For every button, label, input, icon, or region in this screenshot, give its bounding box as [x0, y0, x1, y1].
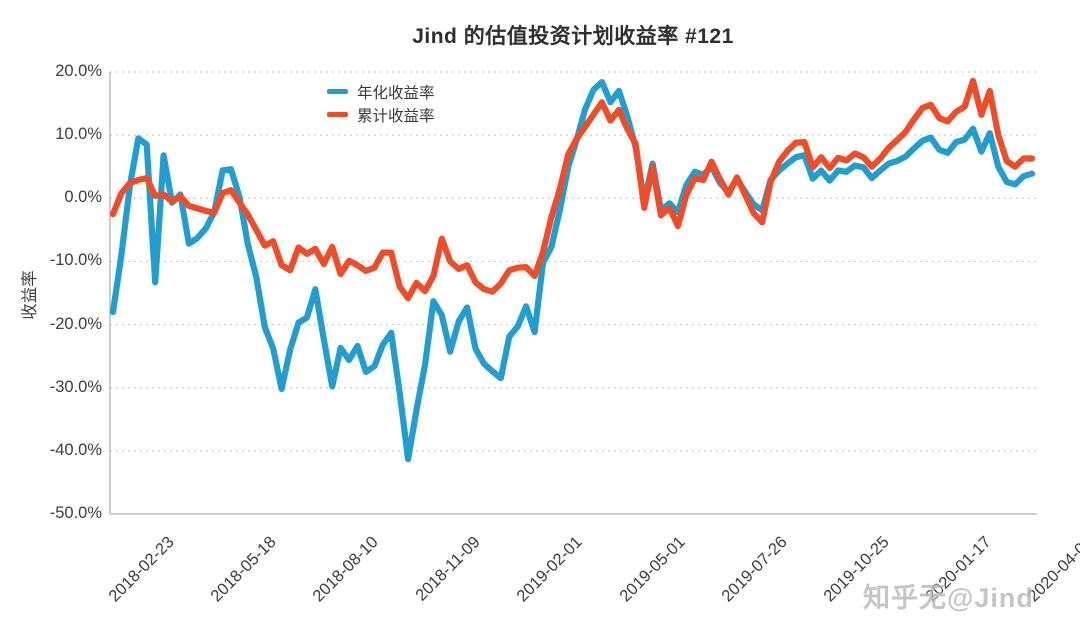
- series-line-annualized: [109, 78, 1036, 463]
- legend-item-cumulative: 累计收益率: [327, 103, 435, 126]
- legend: 年化收益率 累计收益率: [327, 80, 435, 126]
- y-tick-label: -50.0%: [49, 504, 102, 522]
- y-tick-label: -20.0%: [49, 314, 102, 333]
- y-tick-label: -30.0%: [49, 377, 102, 396]
- legend-item-annualized: 年化收益率: [327, 80, 435, 103]
- legend-label-cumulative: 累计收益率: [357, 107, 435, 125]
- y-tick-label: -10.0%: [49, 251, 102, 270]
- legend-swatch-annualized-icon: [327, 89, 348, 94]
- y-tick-label: 20.0%: [55, 62, 102, 80]
- legend-swatch-cumulative-icon: [327, 112, 348, 117]
- y-tick-label: -40.0%: [49, 440, 102, 459]
- series-line-cumulative: [109, 77, 1036, 302]
- y-tick-label: 10.0%: [55, 125, 102, 144]
- legend-label-annualized: 年化收益率: [357, 84, 435, 102]
- chart-title: Jind 的估值投资计划收益率 #121: [412, 25, 734, 48]
- watermark: 知乎无@Jind: [863, 583, 1034, 613]
- y-tick-label: 0.0%: [64, 188, 102, 207]
